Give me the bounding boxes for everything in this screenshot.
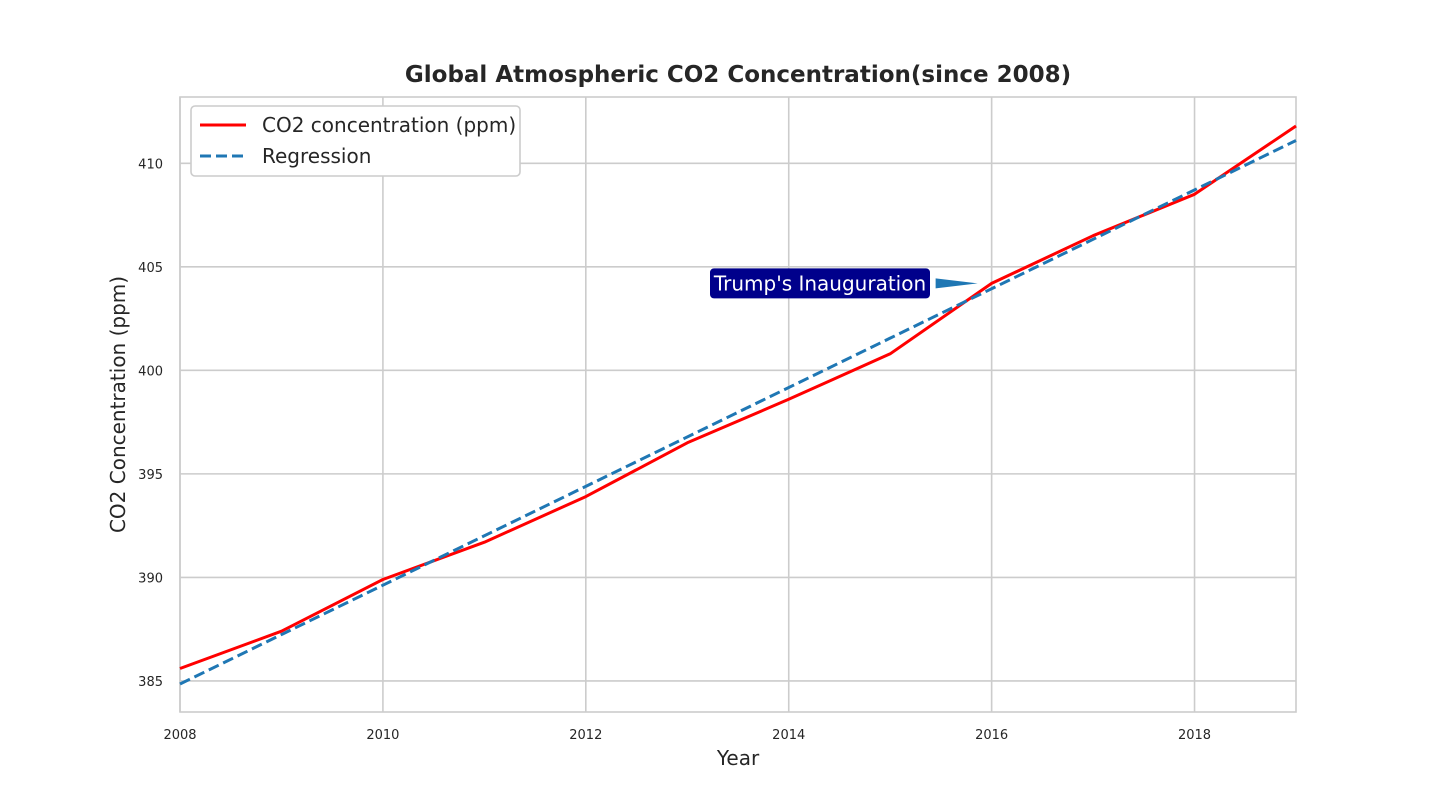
- annotation: Trump's Inauguration: [710, 268, 978, 299]
- legend: CO2 concentration (ppm) Regression: [190, 105, 521, 177]
- x-tick-label: 2014: [772, 728, 805, 743]
- y-tick-label: 410: [138, 157, 163, 172]
- y-tick-label: 385: [138, 675, 163, 690]
- y-tick-label: 400: [138, 364, 163, 379]
- y-axis-title: CO2 Concentration (ppm): [106, 276, 130, 533]
- annotation-text: Trump's Inauguration: [713, 271, 926, 295]
- regression-line: [179, 139, 1297, 686]
- legend-box: [190, 105, 521, 177]
- series-lines: [179, 124, 1297, 686]
- x-tick-label: 2012: [569, 728, 602, 743]
- x-tick-label: 2016: [975, 728, 1008, 743]
- x-tick-label: 2018: [1178, 728, 1211, 743]
- y-tick-label: 405: [138, 261, 163, 276]
- y-tick-label: 390: [138, 571, 163, 586]
- co2-line: [179, 124, 1297, 670]
- x-tick-label: 2010: [366, 728, 399, 743]
- annotation-arrow: [935, 278, 978, 289]
- plot-frame: [179, 96, 1297, 713]
- x-axis-title: Year: [716, 746, 760, 770]
- annotation-box: [710, 268, 930, 299]
- legend-label: CO2 concentration (ppm): [262, 113, 516, 137]
- x-tick-label: 2008: [163, 728, 196, 743]
- chart-title: Global Atmospheric CO2 Concentration(sin…: [405, 62, 1071, 88]
- y-tick-label: 395: [138, 468, 163, 483]
- legend-label: Regression: [262, 144, 371, 168]
- grid-lines: [179, 97, 1296, 712]
- tick-labels: 2008 2010 2012 2014 2016 2018 385 390 395 400 405 4…: [138, 157, 1211, 743]
